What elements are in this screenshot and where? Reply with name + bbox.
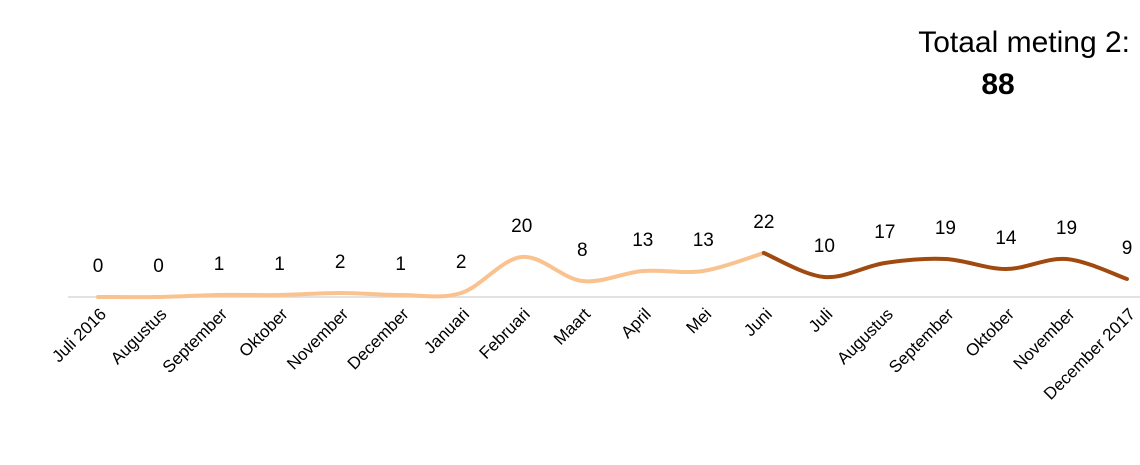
x-tick-label: September bbox=[885, 304, 957, 376]
x-tick-label: Maart bbox=[550, 304, 594, 348]
data-label: 1 bbox=[395, 254, 406, 275]
data-label: 8 bbox=[577, 240, 588, 261]
line bbox=[761, 251, 1129, 281]
data-label: 2 bbox=[335, 252, 346, 273]
data-label: 17 bbox=[874, 222, 895, 243]
data-label: 0 bbox=[153, 256, 164, 277]
x-tick-label: Februari bbox=[476, 305, 534, 363]
data-label: 9 bbox=[1122, 238, 1133, 259]
x-tick-label: Augustus bbox=[833, 305, 897, 369]
line bbox=[96, 251, 766, 300]
data-label: 13 bbox=[632, 230, 653, 251]
x-tick-label: Oktober bbox=[962, 304, 1018, 360]
total: 88 bbox=[981, 68, 1014, 101]
x-tick-label: Januari bbox=[420, 305, 473, 358]
data-label: 22 bbox=[753, 212, 774, 233]
data-label: 13 bbox=[693, 230, 714, 251]
x-tick-label: Juli 2016 bbox=[48, 305, 110, 367]
data-label: 10 bbox=[814, 236, 835, 257]
x-tick-label: Juni bbox=[740, 305, 775, 340]
data-label: 19 bbox=[1056, 218, 1077, 239]
x-tick-label: November bbox=[283, 304, 352, 373]
x-tick-label: September bbox=[159, 304, 231, 376]
x-tick-label: April bbox=[617, 305, 654, 342]
data-label: 1 bbox=[214, 254, 225, 275]
annotation: Totaal meting 2: bbox=[918, 26, 1130, 59]
x-tick-label: December bbox=[344, 304, 413, 373]
data-label: 0 bbox=[93, 256, 104, 277]
x-tick-label: Mei bbox=[682, 305, 715, 338]
x-tick-label: Oktober bbox=[235, 304, 291, 360]
data-label: 2 bbox=[456, 252, 467, 273]
data-label: 1 bbox=[274, 254, 285, 275]
x-tick-label: Augustus bbox=[107, 305, 171, 369]
data-label: 20 bbox=[511, 216, 532, 237]
x-tick-label: Juli bbox=[805, 305, 836, 336]
data-label: 19 bbox=[935, 218, 956, 239]
data-label: 14 bbox=[995, 228, 1017, 249]
